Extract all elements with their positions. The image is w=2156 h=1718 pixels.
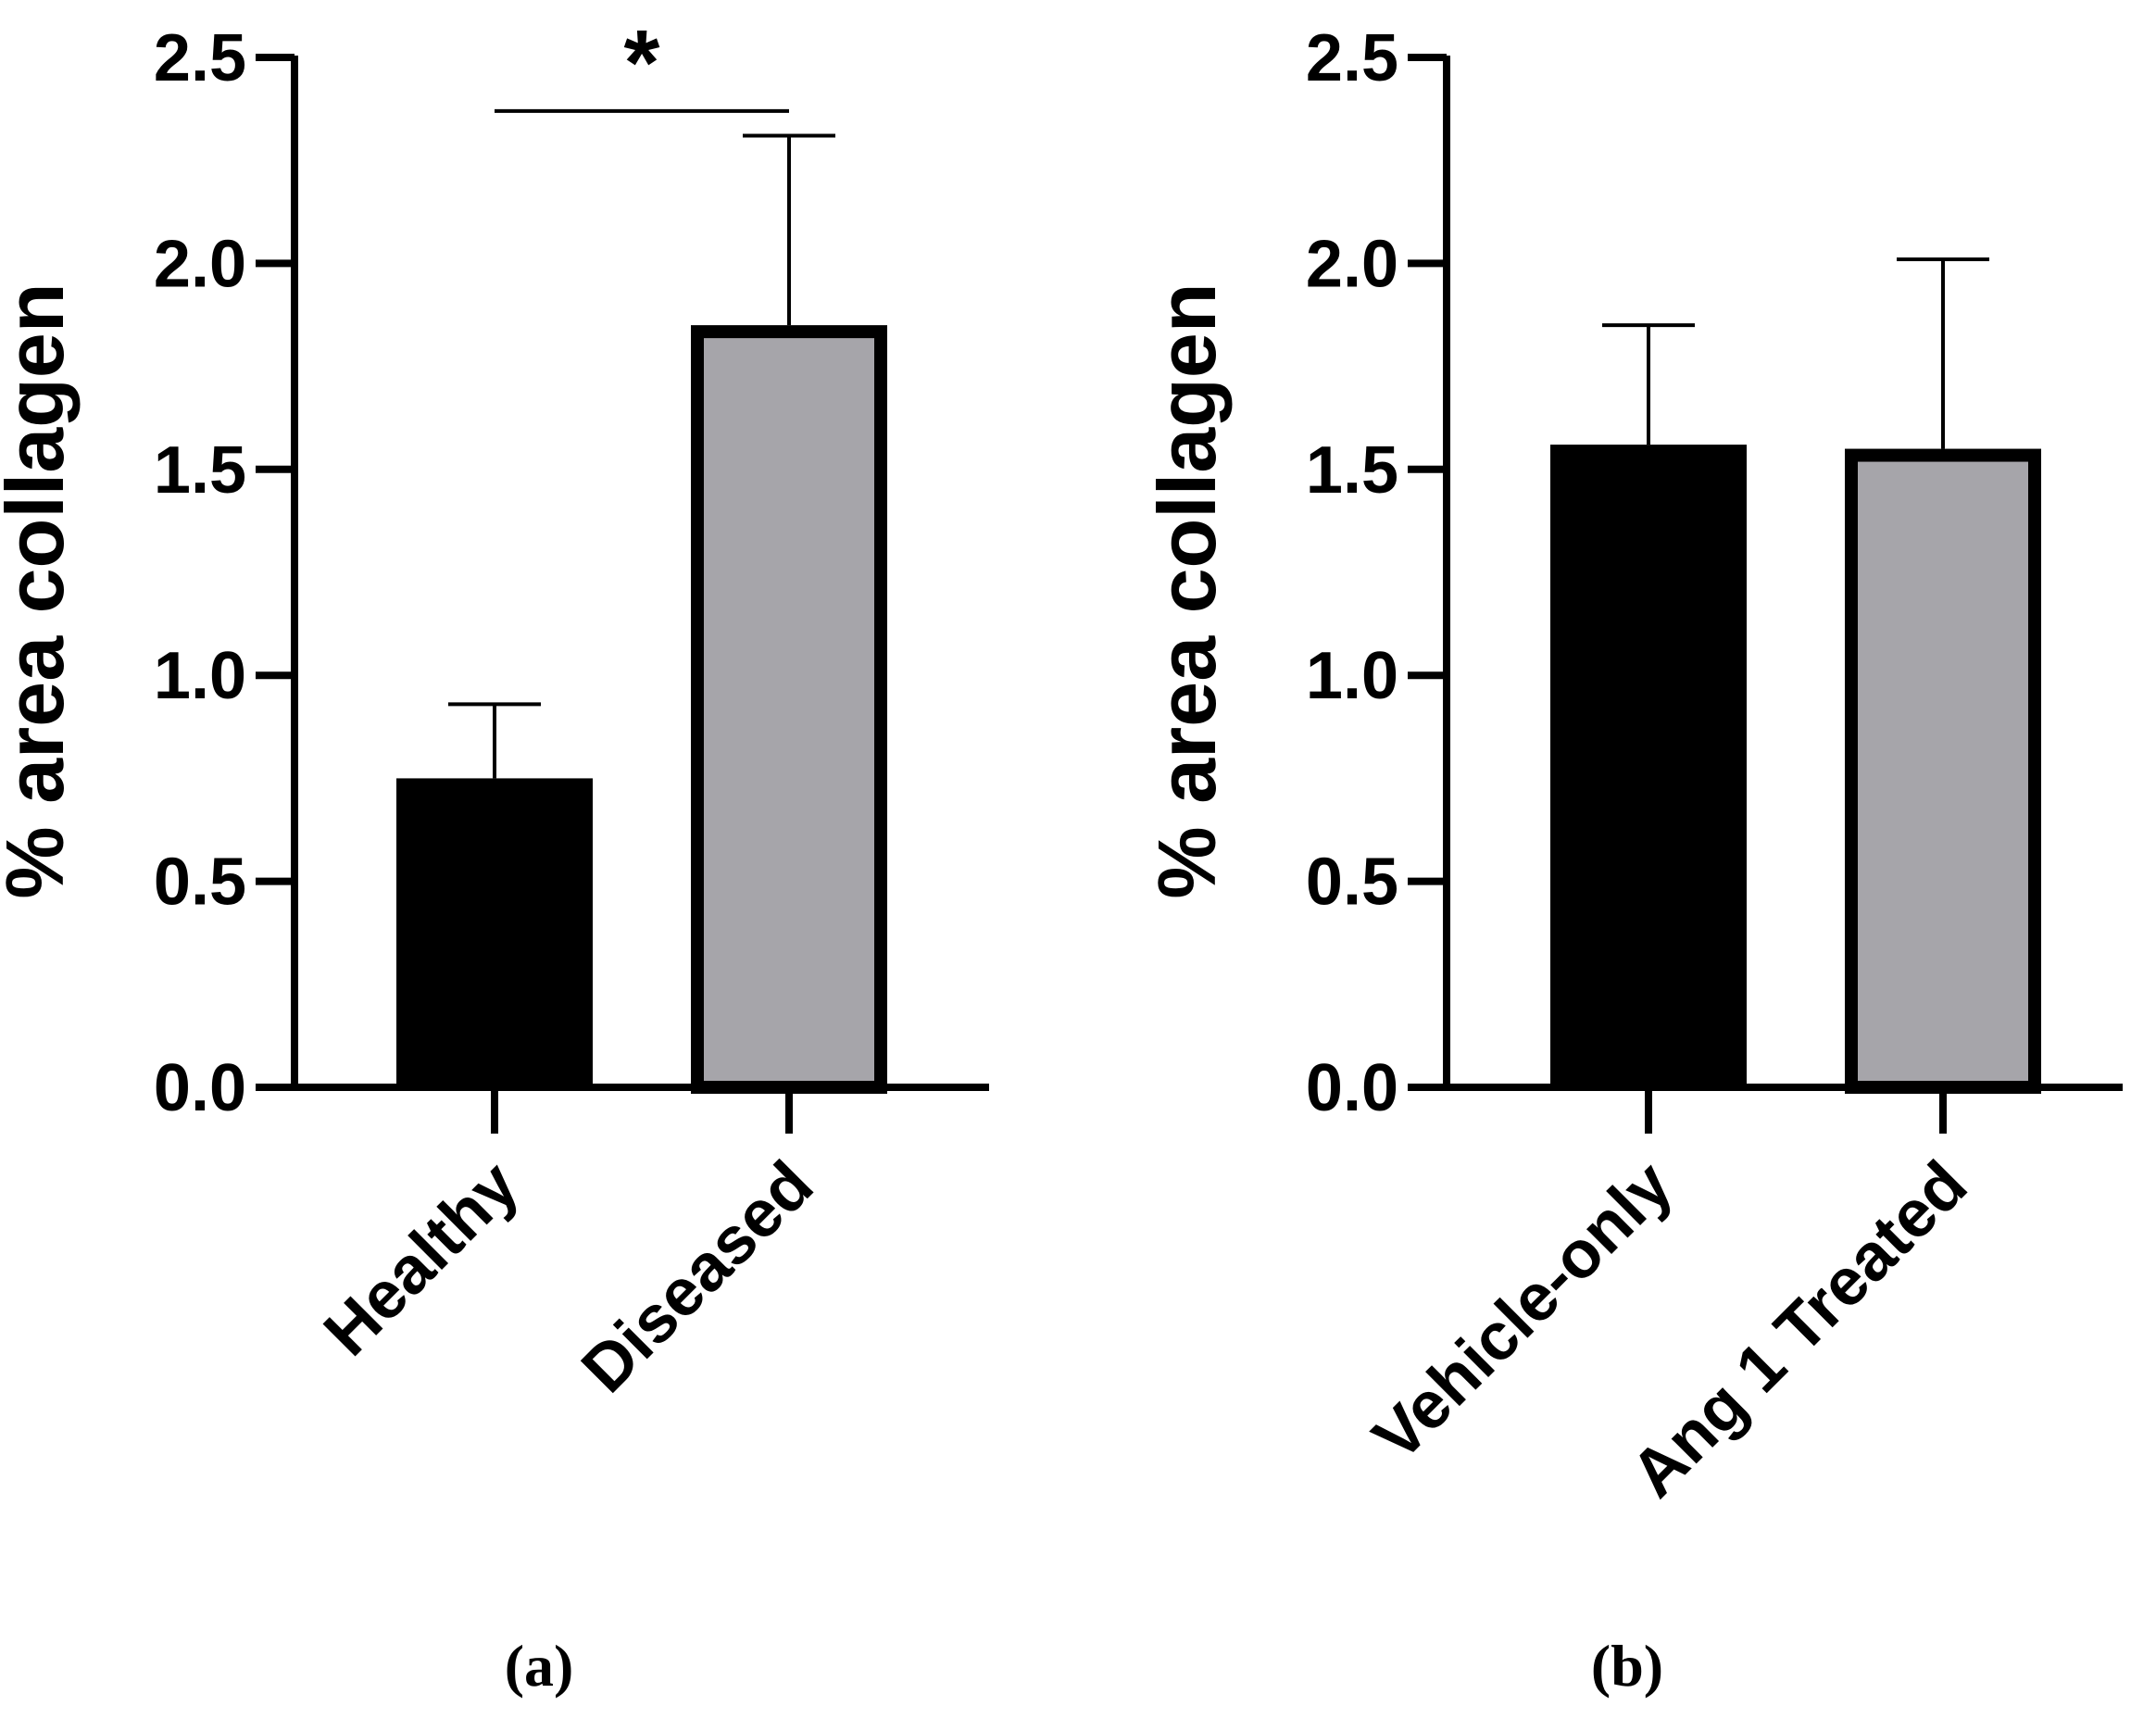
significance-marker: * xyxy=(624,11,660,115)
panel-label: (a) xyxy=(505,1633,574,1699)
bar-diseased xyxy=(691,325,887,1094)
y-tick-label: 0.5 xyxy=(1306,846,1398,920)
y-tick-label: 2.0 xyxy=(154,227,246,301)
y-tick-label: 2.5 xyxy=(1306,21,1398,95)
y-tick-label: 0.5 xyxy=(154,846,246,920)
y-tick-label: 0.0 xyxy=(154,1051,246,1125)
y-tick-label: 2.5 xyxy=(154,21,246,95)
y-tick-label: 0.0 xyxy=(1306,1051,1398,1125)
y-tick-label: 1.5 xyxy=(154,433,246,508)
x-category-label: Vehicle-only xyxy=(1360,1147,1687,1475)
bar-healthy xyxy=(396,778,593,1087)
bar-vehicle-only xyxy=(1550,445,1747,1087)
x-category-label: Healthy xyxy=(310,1147,533,1370)
y-tick-label: 1.0 xyxy=(154,639,246,713)
y-tick-label: 2.0 xyxy=(1306,227,1398,301)
y-axis-title: % area collagen xyxy=(1141,282,1233,898)
y-tick-label: 1.0 xyxy=(1306,639,1398,713)
bar-ang-1-treated xyxy=(1845,448,2041,1094)
panel-label: (b) xyxy=(1591,1633,1663,1699)
y-tick-label: 1.5 xyxy=(1306,433,1398,508)
y-axis-title: % area collagen xyxy=(0,282,81,898)
x-category-label: Diseased xyxy=(568,1147,827,1407)
